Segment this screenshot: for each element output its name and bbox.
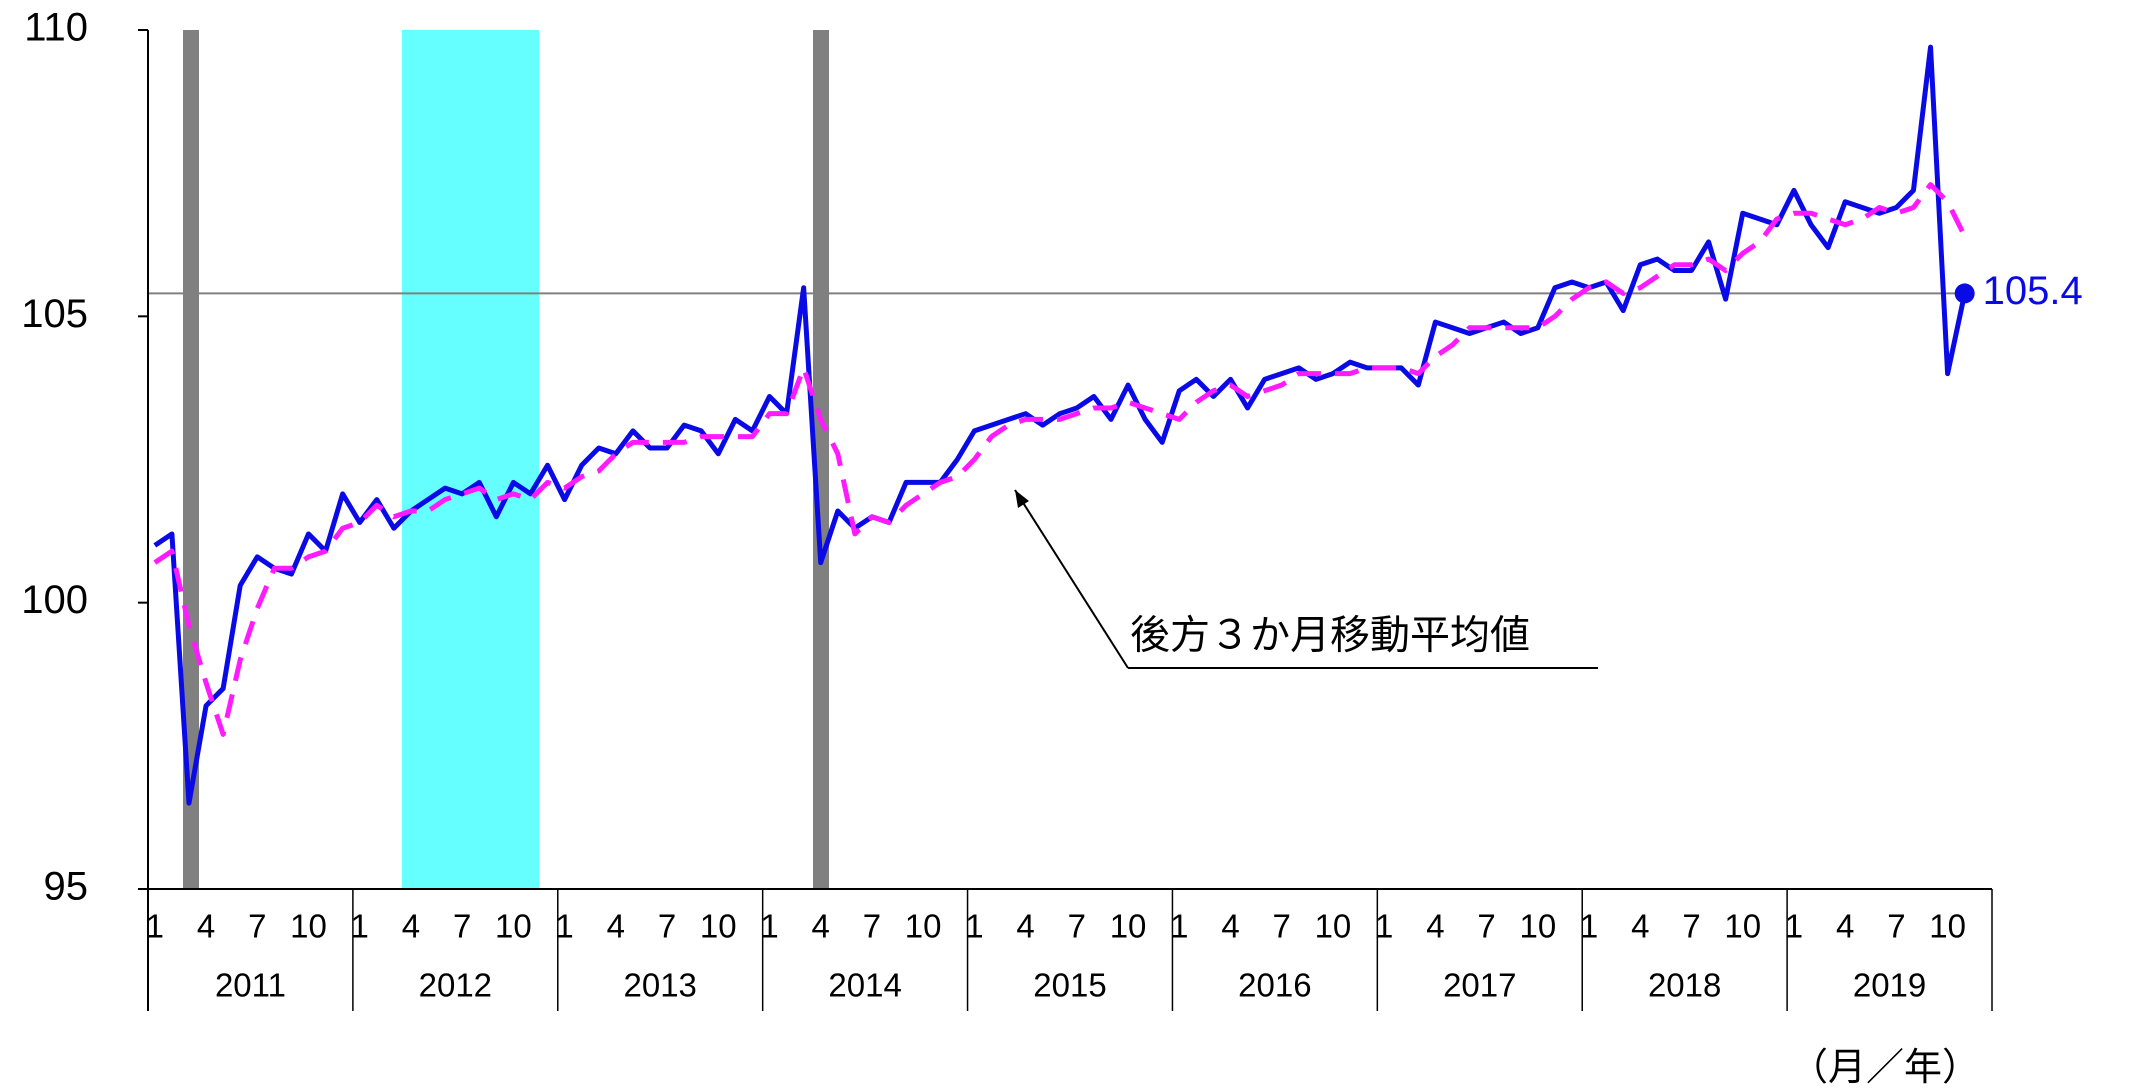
annotation-arrow <box>1014 489 1129 669</box>
y-tick-label: 100 <box>21 578 88 622</box>
x-tick-label: 10 <box>290 908 327 945</box>
x-tick-label: 1 <box>1580 908 1598 945</box>
end-value-label: 105.4 <box>1983 269 2083 313</box>
series-line <box>153 182 1967 737</box>
year-label: 2012 <box>419 967 492 1004</box>
x-tick-label: 4 <box>1016 908 1034 945</box>
year-label: 2019 <box>1853 967 1926 1004</box>
x-axis-label: （月／年） <box>1790 1047 1980 1089</box>
x-tick-label: 10 <box>1110 908 1147 945</box>
x-tick-label: 7 <box>248 908 266 945</box>
year-label: 2016 <box>1238 967 1311 1004</box>
x-tick-label: 7 <box>1887 908 1905 945</box>
x-tick-label: 7 <box>1477 908 1495 945</box>
annotation-text: 後方３か月移動平均値 <box>1130 614 1530 658</box>
x-tick-label: 7 <box>453 908 471 945</box>
x-tick-label: 1 <box>1785 908 1803 945</box>
x-tick-label: 1 <box>760 908 778 945</box>
x-tick-label: 10 <box>1929 908 1966 945</box>
x-tick-label: 7 <box>658 908 676 945</box>
x-tick-label: 10 <box>905 908 942 945</box>
arrow-head <box>1015 490 1029 508</box>
x-tick-label: 10 <box>1519 908 1556 945</box>
event-bar <box>813 30 829 889</box>
series-line <box>153 44 1968 806</box>
x-tick-label: 1 <box>1375 908 1393 945</box>
x-tick-label: 4 <box>607 908 625 945</box>
x-tick-label: 1 <box>1170 908 1188 945</box>
x-tick-label: 10 <box>700 908 737 945</box>
year-label: 2017 <box>1443 967 1516 1004</box>
year-label: 2013 <box>624 967 697 1004</box>
x-tick-label: 7 <box>1682 908 1700 945</box>
x-tick-label: 10 <box>1724 908 1761 945</box>
end-point <box>1954 283 1975 304</box>
x-tick-label: 4 <box>197 908 215 945</box>
x-tick-label: 10 <box>495 908 532 945</box>
x-tick-label: 7 <box>863 908 881 945</box>
highlight-band <box>402 30 539 889</box>
x-tick-label: 1 <box>965 908 983 945</box>
year-label: 2014 <box>828 967 901 1004</box>
x-tick-label: 1 <box>351 908 369 945</box>
x-tick-label: 1 <box>555 908 573 945</box>
event-bar <box>183 30 199 889</box>
year-label: 2015 <box>1033 967 1106 1004</box>
x-tick-label: 1 <box>146 908 164 945</box>
x-tick-label: 7 <box>1273 908 1291 945</box>
x-tick-label: 4 <box>1836 908 1854 945</box>
x-tick-label: 10 <box>1315 908 1352 945</box>
x-tick-label: 7 <box>1068 908 1086 945</box>
x-tick-label: 4 <box>402 908 420 945</box>
y-tick-label: 110 <box>24 6 88 50</box>
x-tick-label: 4 <box>812 908 830 945</box>
x-tick-label: 4 <box>1426 908 1444 945</box>
x-tick-label: 4 <box>1221 908 1239 945</box>
y-tick-label: 105 <box>21 292 88 336</box>
year-label: 2011 <box>215 967 286 1004</box>
y-tick-label: 95 <box>44 865 89 909</box>
x-tick-label: 4 <box>1631 908 1649 945</box>
year-label: 2018 <box>1648 967 1721 1004</box>
